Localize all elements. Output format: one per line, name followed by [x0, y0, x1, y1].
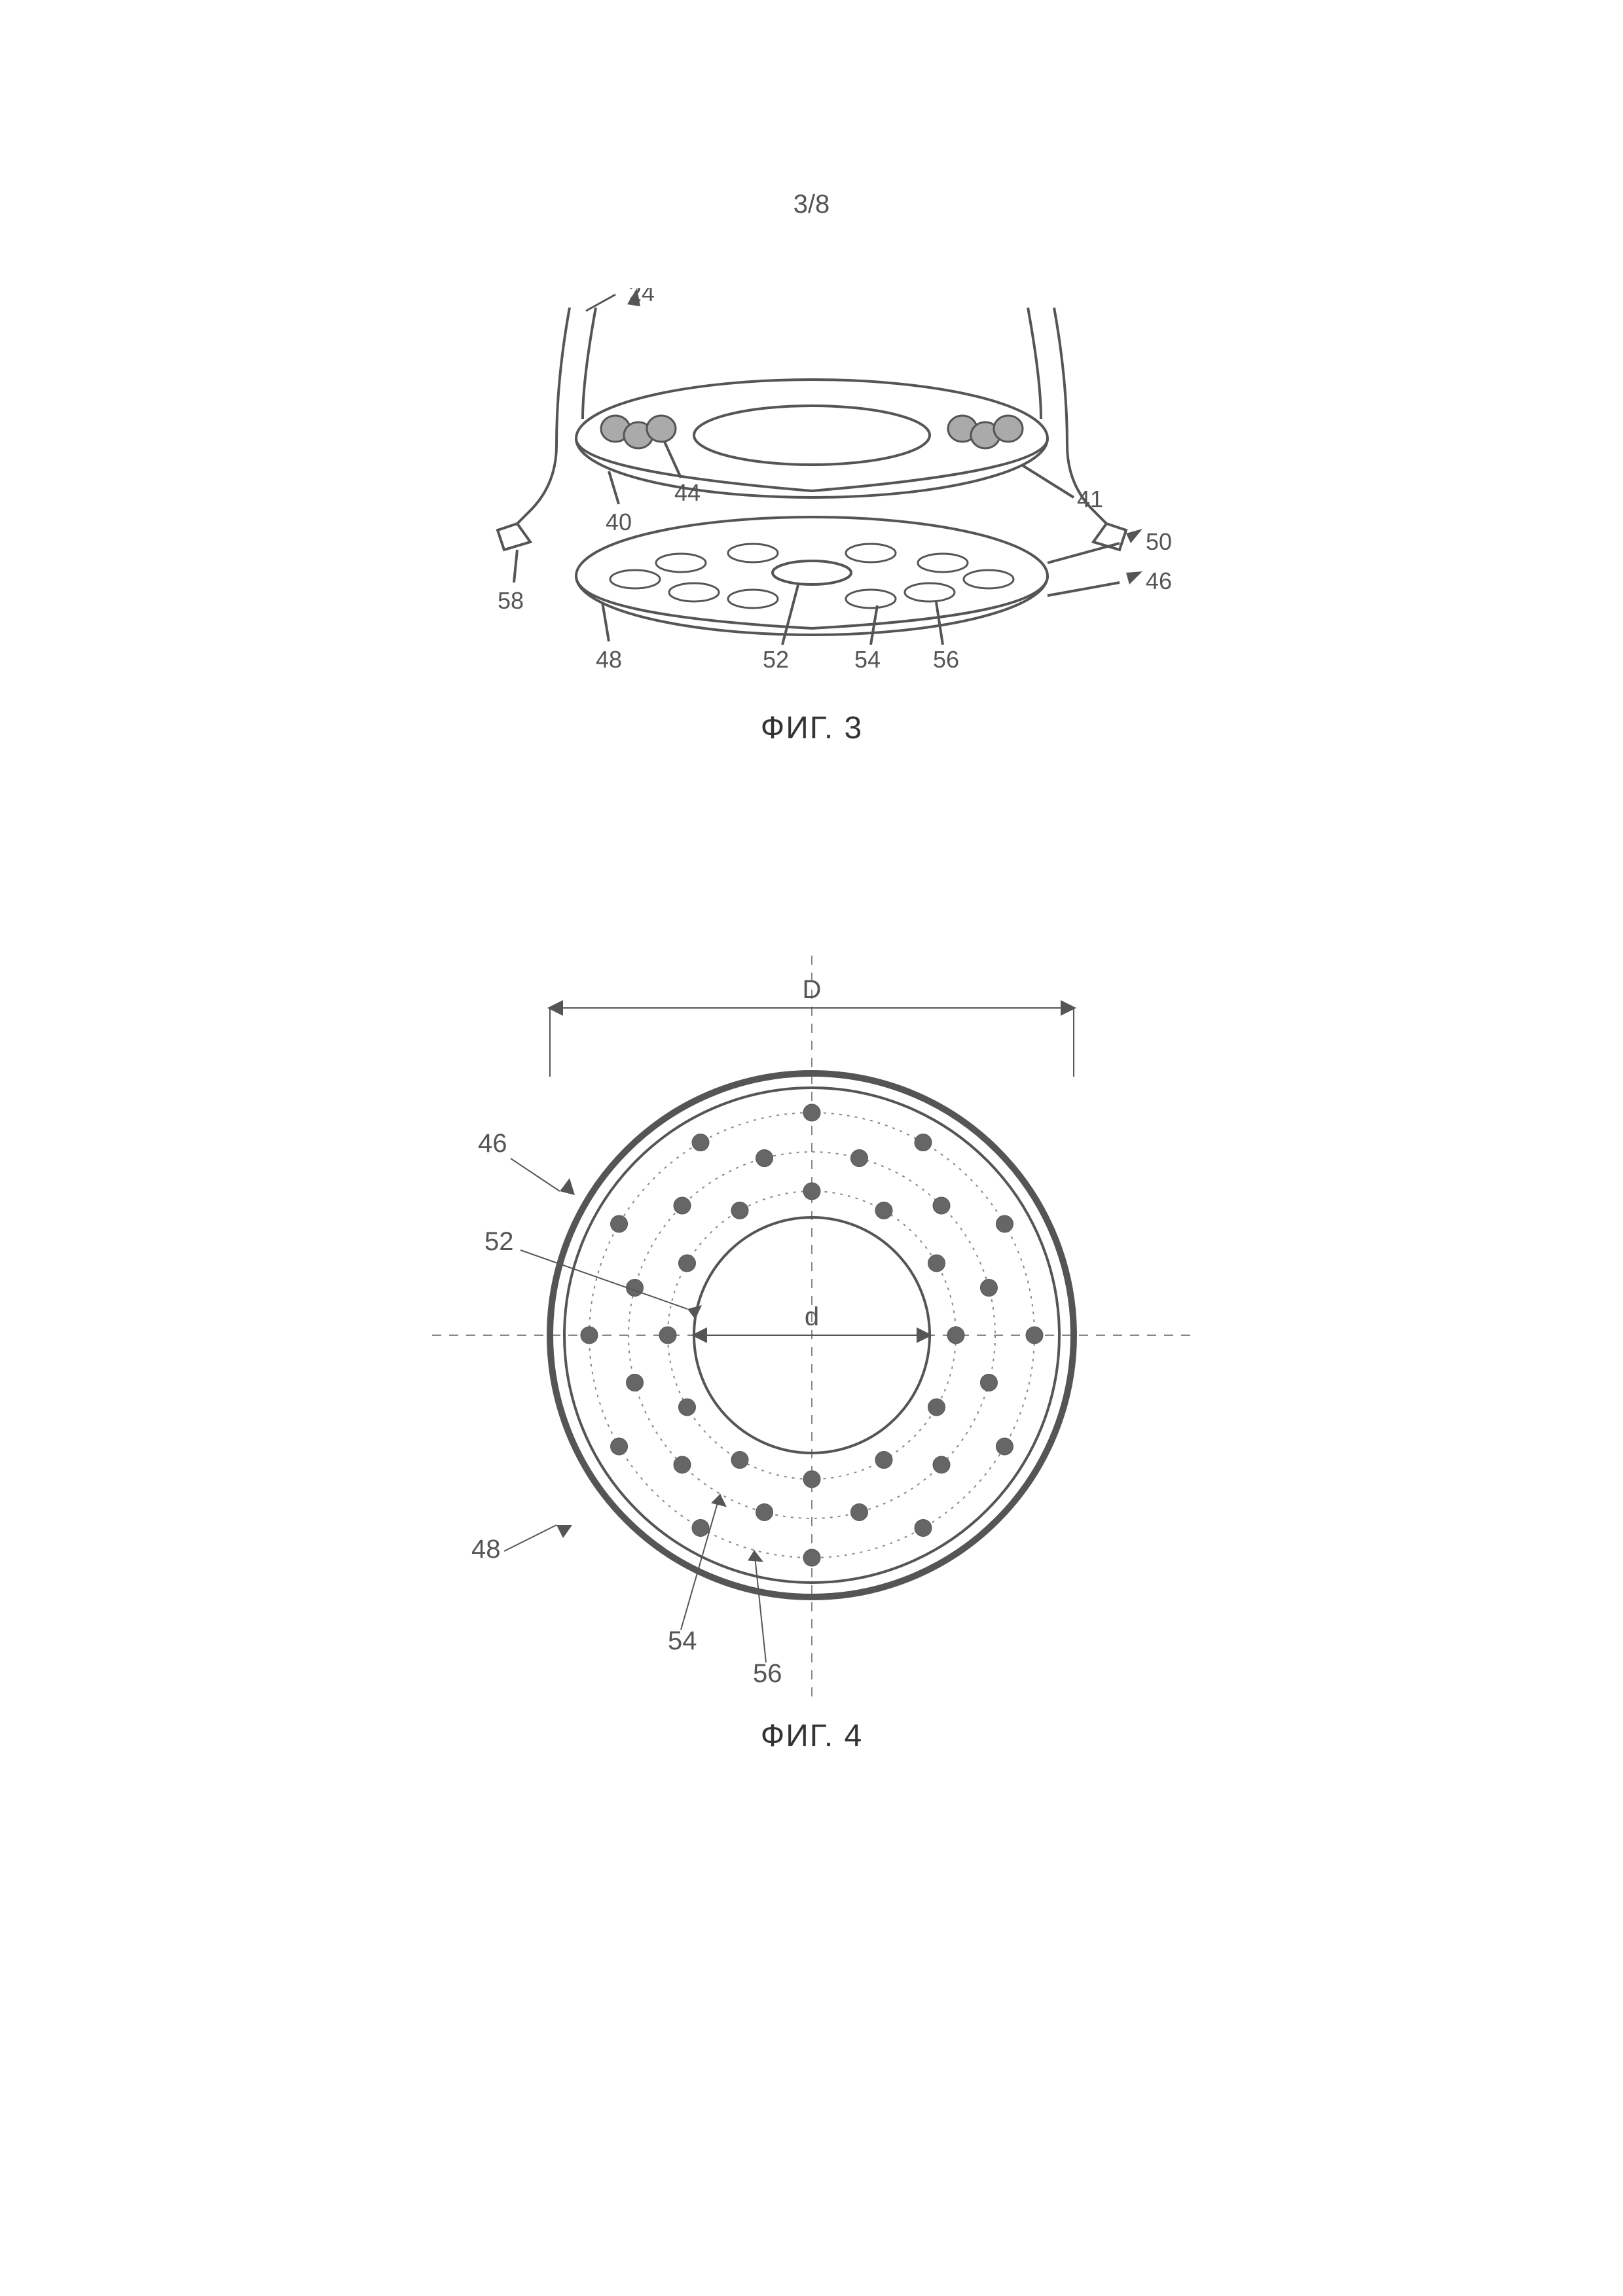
- fig3-ref-52: 52: [763, 646, 789, 673]
- figure-3: 24 44 40 41 50 46 58 48 52 54 56 ФИГ. 3: [367, 288, 1257, 746]
- figure-4: Dd 46 52 48 54 56 ФИГ. 4: [367, 916, 1257, 1754]
- fig3-ref-46: 46: [1146, 567, 1172, 594]
- fig4-ref-46: 46: [478, 1129, 507, 1158]
- page-number: 3/8: [793, 190, 830, 219]
- fig4-dim-d: d: [805, 1302, 819, 1331]
- fig3-ref-50: 50: [1146, 528, 1172, 555]
- fig3-ref-48: 48: [596, 646, 622, 673]
- fig3-ref-44: 44: [674, 479, 701, 506]
- fig3-ref-58: 58: [498, 587, 524, 614]
- fig3-ref-56: 56: [933, 646, 959, 673]
- fig4-dim-D: D: [803, 975, 822, 1004]
- fig4-ref-54: 54: [668, 1626, 697, 1655]
- fig4-ref-56: 56: [753, 1659, 782, 1688]
- fig3-label: ФИГ. 3: [367, 710, 1257, 746]
- fig3-ref-40: 40: [606, 509, 632, 535]
- fig3-ref-24: 24: [629, 288, 655, 306]
- fig4-ref-48: 48: [471, 1535, 501, 1564]
- fig3-ref-54: 54: [854, 646, 881, 673]
- fig4-ref-52: 52: [484, 1227, 514, 1256]
- fig3-svg: 24 44 40 41 50 46 58 48 52 54 56: [367, 288, 1257, 694]
- fig3-ref-41: 41: [1077, 486, 1103, 512]
- fig4-svg: Dd 46 52 48 54 56: [367, 916, 1257, 1702]
- fig4-label: ФИГ. 4: [367, 1718, 1257, 1754]
